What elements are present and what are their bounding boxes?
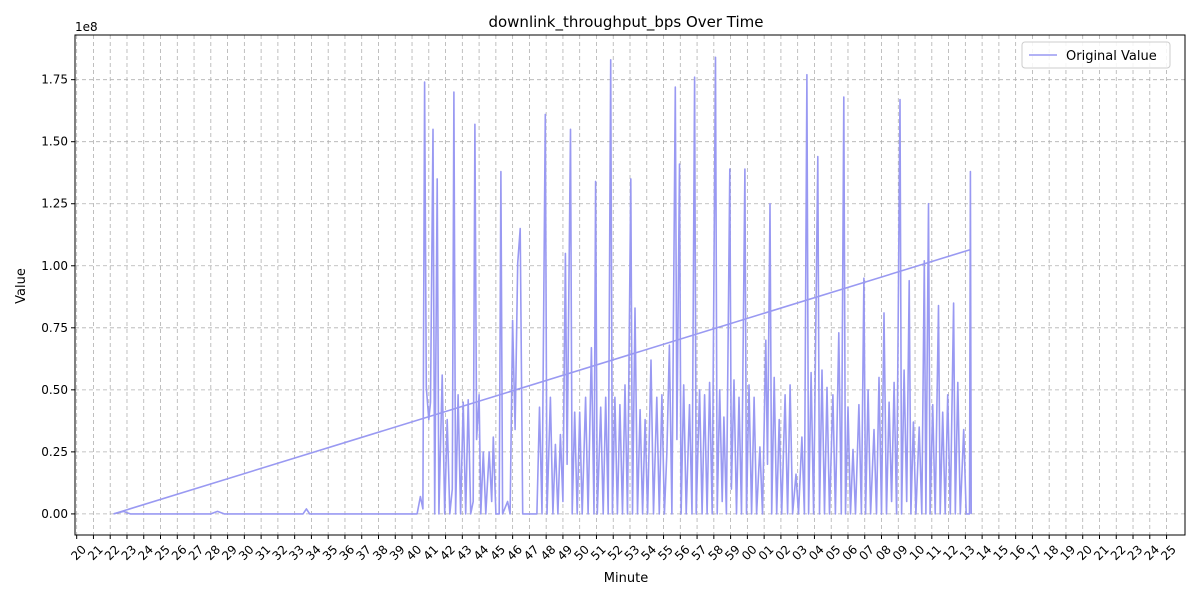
chart-title: downlink_throughput_bps Over Time bbox=[488, 13, 763, 32]
x-axis: 2021222324252627282930313233343536373839… bbox=[68, 535, 1179, 563]
y-tick-label: 1.50 bbox=[41, 135, 68, 149]
y-tick-label: 0.25 bbox=[41, 445, 68, 459]
legend: Original Value bbox=[1021, 41, 1171, 69]
y-tick-label: 0.00 bbox=[41, 507, 68, 521]
y-tick-label: 1.00 bbox=[41, 259, 68, 273]
y-tick-label: 0.75 bbox=[41, 321, 68, 335]
series-line-trend bbox=[113, 248, 971, 515]
y-axis: 0.00 0.25 0.50 0.75 1.00 1.25 1.50 1.75 bbox=[41, 73, 75, 521]
y-axis-exponent: 1e8 bbox=[75, 20, 98, 34]
y-axis-label: Value bbox=[14, 268, 29, 304]
x-axis-label: Minute bbox=[604, 571, 648, 586]
y-tick-label: 1.75 bbox=[41, 73, 68, 87]
series-line-original-value bbox=[113, 56, 972, 515]
y-tick-label: 0.50 bbox=[41, 383, 68, 397]
y-tick-label: 1.25 bbox=[41, 197, 68, 211]
legend-box bbox=[1021, 41, 1171, 69]
legend-label-original-value: Original Value bbox=[1066, 49, 1157, 64]
series-lines bbox=[113, 56, 972, 515]
